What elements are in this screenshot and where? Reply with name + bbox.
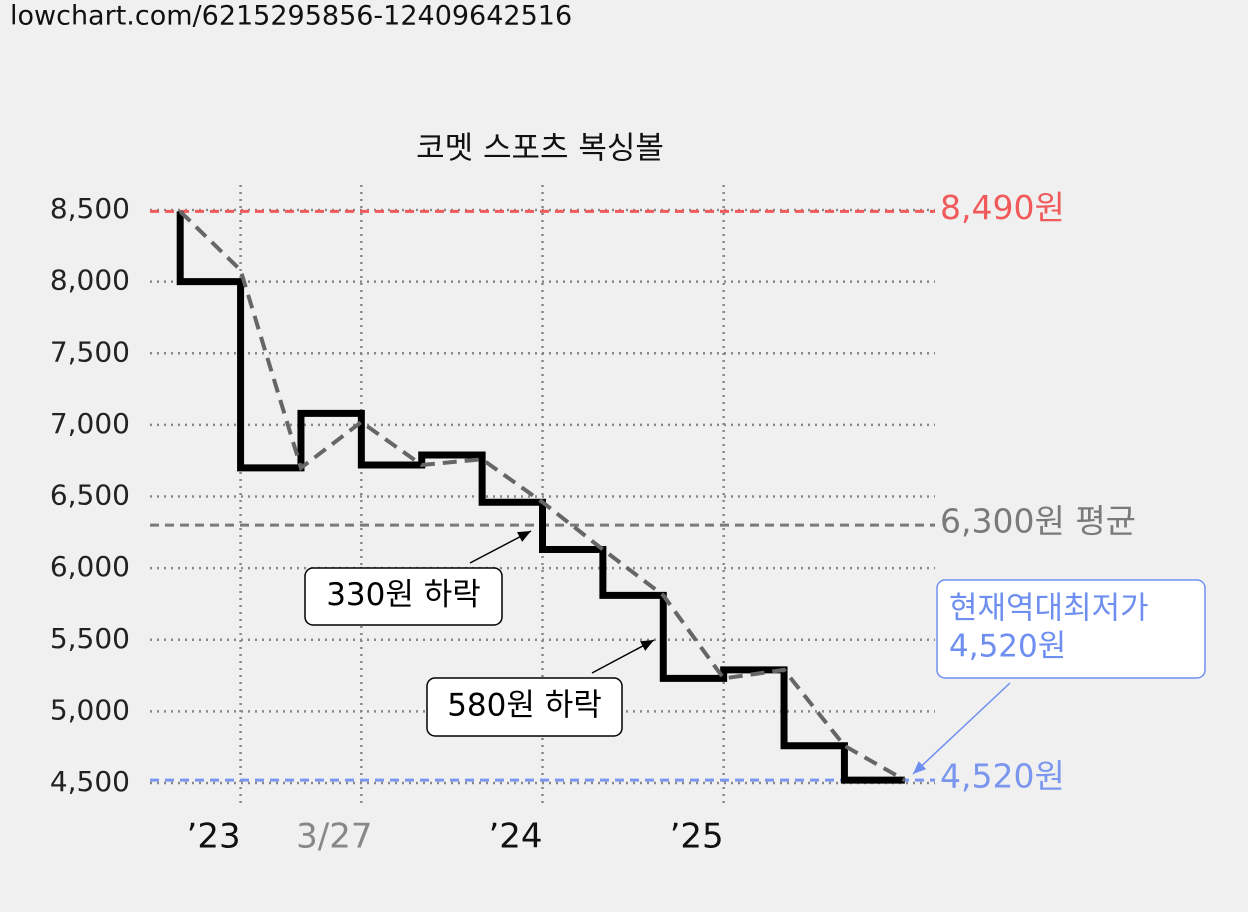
annotation-text: 현재역대최저가 xyxy=(949,591,1149,627)
annotation-text: 4,520원 xyxy=(949,629,1066,665)
y-tick-label: 6,500 xyxy=(50,479,130,512)
x-tick-label: ’25 xyxy=(670,817,724,857)
annotation-text: 330원 하락 xyxy=(326,577,481,613)
trend-line xyxy=(178,209,906,782)
x-tick-label: ’24 xyxy=(488,817,542,857)
y-tick-label: 7,000 xyxy=(50,407,130,440)
arrow-head xyxy=(517,531,531,542)
y-tick-label: 5,000 xyxy=(50,693,130,726)
reference-label: 6,300원 평균 xyxy=(940,502,1136,541)
annotation-box xyxy=(426,677,623,737)
reference-label: 4,520원 xyxy=(940,757,1065,796)
annotation-box xyxy=(936,579,1206,679)
y-tick-label: 7,500 xyxy=(50,335,130,368)
annotation-text: 580원 하락 xyxy=(447,688,602,724)
y-tick-label: 8,000 xyxy=(50,264,130,297)
chart-title: 코멧 스포츠 복싱볼 xyxy=(416,131,664,167)
y-tick-label: 4,500 xyxy=(50,765,130,798)
arrow-head xyxy=(640,640,654,651)
y-tick-label: 6,000 xyxy=(50,550,130,583)
x-tick-label: ’23 xyxy=(187,817,241,857)
annotation-box xyxy=(304,567,503,626)
x-tick-label: 3/27 xyxy=(296,817,372,857)
annotation-arrow xyxy=(912,682,1011,775)
reference-label: 8,490원 xyxy=(940,188,1065,227)
arrow-head xyxy=(913,761,927,774)
page-url: lowchart.com/6215295856-12409642516 xyxy=(10,1,572,32)
y-tick-label: 8,500 xyxy=(50,192,130,225)
y-tick-label: 5,500 xyxy=(50,622,130,655)
